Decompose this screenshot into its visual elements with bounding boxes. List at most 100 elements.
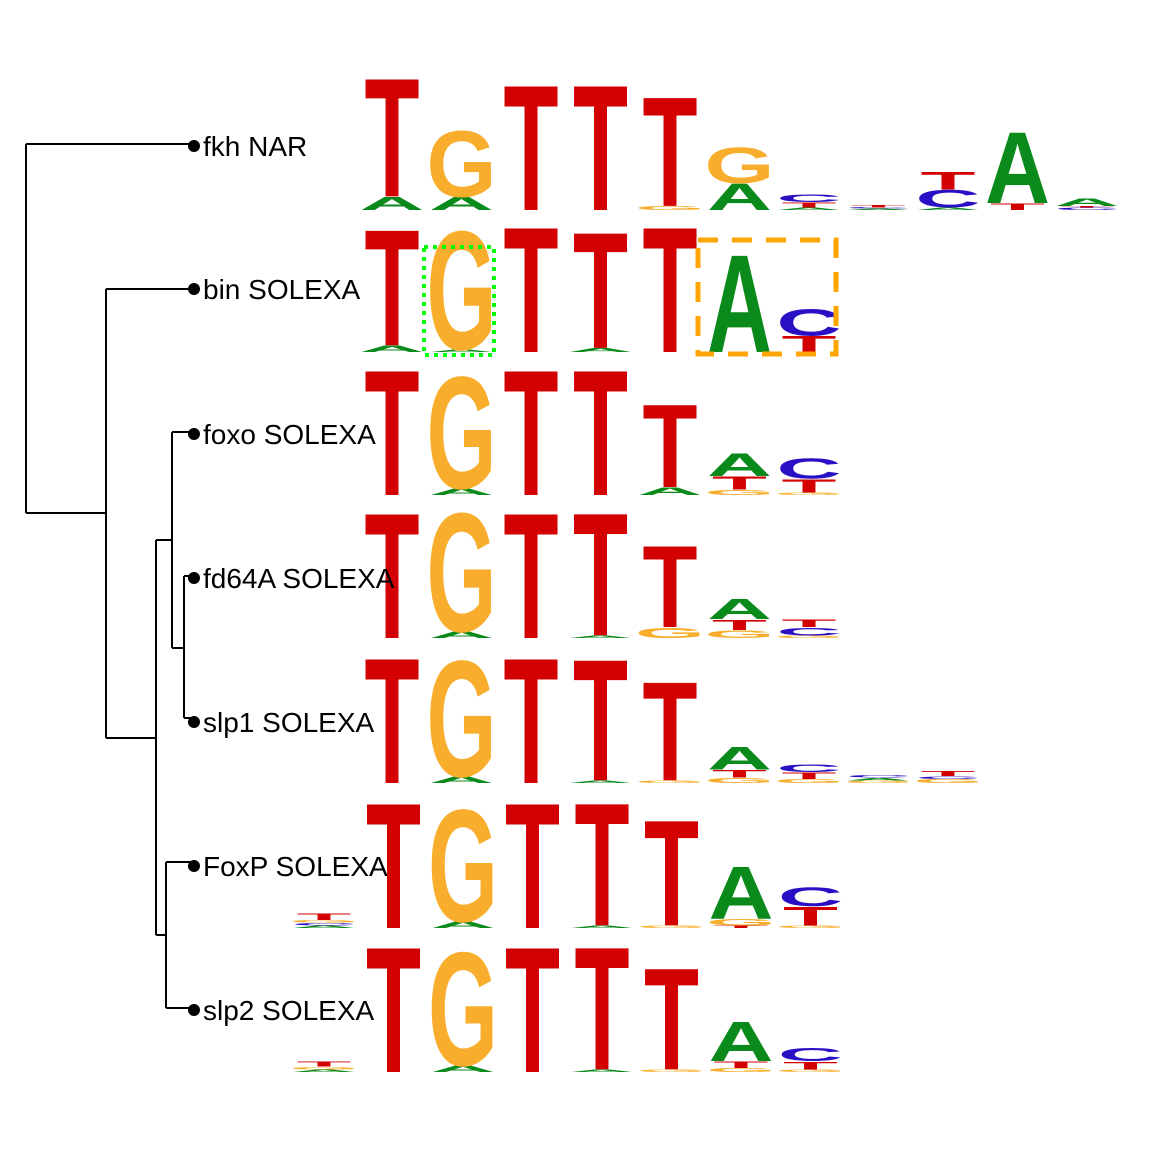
logo-letter-a: A (709, 850, 774, 935)
motif-label: fd64A SOLEXA (203, 563, 395, 594)
logo-letter-t: T (712, 472, 767, 493)
logo-letter-t: T (1060, 206, 1115, 208)
motif-label: bin SOLEXA (203, 274, 361, 305)
logo-letter-t: T (573, 477, 628, 673)
logo-letter-c: C (778, 1044, 843, 1065)
logo-letter-c: C (846, 774, 911, 778)
logo-letter-a: A (707, 594, 772, 625)
logo-letter-a: A (360, 343, 425, 354)
logo-letter-t: T (783, 1059, 838, 1072)
logo-letter-g: G (775, 1069, 845, 1073)
logo-letter-g: G (705, 137, 775, 193)
motif-label: fkh NAR (203, 131, 307, 162)
logo-letter-t: T (365, 196, 420, 381)
logo-letter-a: A (429, 629, 494, 640)
logo-letter-t: T (504, 334, 559, 534)
logo-letter-t: T (365, 43, 420, 233)
highlight-box-orange (695, 237, 839, 357)
logo-letter-t: T (921, 167, 976, 195)
logo-letter-t: T (782, 617, 837, 630)
logo-letter-c: C (292, 922, 357, 926)
logo-letter-t: T (643, 522, 698, 653)
logo-letter-a: A (431, 919, 496, 930)
logo-letter-t: T (366, 767, 421, 967)
logo-letter-t: T (573, 49, 628, 249)
logo-letter-a: A (292, 925, 357, 929)
logo-letter-g: G (635, 624, 705, 641)
logo-letter-g: G (636, 1069, 706, 1073)
logo-letter-a: A (916, 207, 981, 211)
logo-letter-t: T (366, 911, 421, 1111)
logo-letter-a: A (568, 635, 633, 639)
logo-letter-t: T (643, 380, 698, 513)
motif-label: foxo SOLEXA (203, 419, 376, 450)
motif-label: slp1 SOLEXA (203, 707, 375, 738)
logo-letter-a: A (429, 774, 494, 785)
logo-letter-g: G (774, 778, 844, 784)
logo-letter-a: A (360, 193, 425, 214)
logo-letter-g: G (704, 488, 774, 497)
logo-letter-a: A (570, 925, 635, 929)
logo-letter-t: T (575, 767, 630, 963)
logo-letter-t: T (782, 475, 837, 496)
logo-letter-a: A (568, 347, 633, 353)
logo-letter-a: A (707, 447, 772, 483)
logo-letter-a: A (846, 208, 911, 210)
logo-letter-t: T (714, 1059, 769, 1070)
sequence-logo: AGT T AG T AT GT GTA GTC (289, 911, 846, 1111)
logo-letter-g: G (774, 635, 844, 639)
logo-letter-a: A (1055, 196, 1120, 209)
logo-letter-c: C (916, 776, 981, 780)
logo-letter-t: T (505, 911, 560, 1111)
logo-letter-g: G (706, 917, 776, 928)
logo-letter-t: T (365, 334, 420, 534)
logo-letter-a: A (777, 207, 842, 211)
motif-label: FoxP SOLEXA (203, 851, 388, 882)
logo-letter-t: T (990, 201, 1045, 212)
tree-leaf-dot (188, 716, 200, 728)
logo-letter-c: C (777, 762, 842, 775)
logo-letter-g: G (289, 919, 359, 923)
logo-letter-t: T (575, 911, 630, 1107)
logo-letter-t: T (505, 767, 560, 967)
logo-letter-t: T (782, 200, 837, 209)
logo-letter-t: T (573, 334, 628, 534)
logo-letter-a: A (292, 1069, 357, 1073)
logo-letter-g: G (427, 627, 497, 812)
logo-letter-t: T (504, 191, 559, 391)
logo-letter-a: A (707, 226, 772, 382)
logo-letter-t: T (365, 622, 420, 822)
logo-letter-a: A (707, 176, 772, 218)
logo-letter-t: T (643, 65, 698, 240)
logo-letter-a: A (985, 112, 1050, 225)
tree-leaf-dot (188, 140, 200, 152)
sequence-logo: AT AG T AT T A TC (360, 191, 842, 391)
logo-letter-t: T (573, 625, 628, 818)
logo-letter-g: G (636, 925, 706, 929)
logo-letter-t: T (365, 477, 420, 677)
logo-letter-t: T (921, 769, 976, 778)
logo-letter-t: T (712, 616, 767, 633)
logo-letter-g: G (843, 780, 913, 784)
logo-letter-t: T (643, 191, 698, 391)
logo-letter-g: G (635, 780, 705, 784)
highlight-boxes (422, 237, 839, 357)
logo-letter-t: T (644, 789, 699, 958)
logo-letter-c: C (777, 454, 842, 485)
logo-letter-a: A (429, 349, 494, 353)
logo-letter-t: T (714, 925, 769, 929)
logo-letter-t: T (504, 49, 559, 249)
logo-letter-a: A (709, 1010, 774, 1073)
logo-letter-g: G (426, 343, 496, 523)
logo-letter-c: C (916, 185, 981, 213)
logo-letter-a: A (429, 193, 494, 214)
logo-letter-t: T (643, 654, 698, 812)
logo-letter-g: G (428, 918, 498, 1100)
tree-leaf-dot (188, 283, 200, 295)
logo-letter-t: T (504, 477, 559, 677)
logo-letter-a: A (707, 741, 772, 777)
